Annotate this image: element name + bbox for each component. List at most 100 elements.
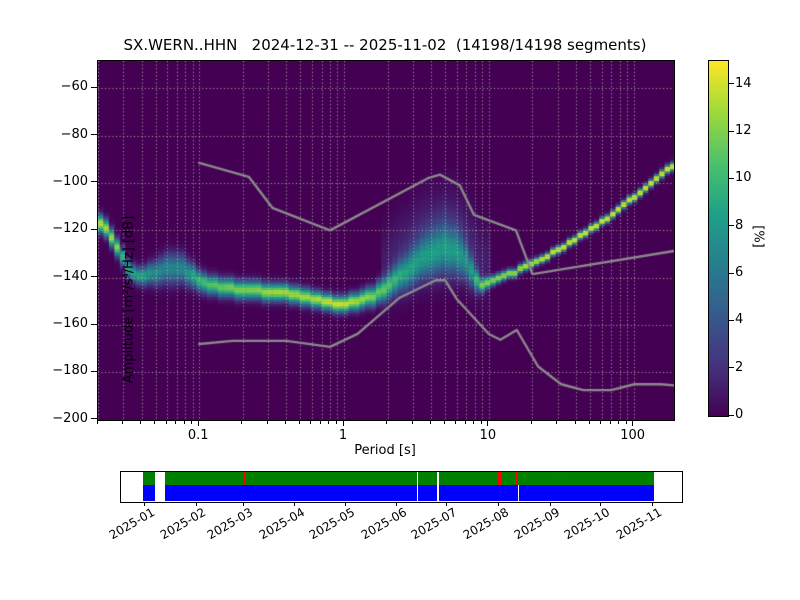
timeline-month-label: 2025-11 bbox=[613, 505, 665, 543]
timeline-tick-mark bbox=[144, 502, 146, 506]
colorbar-tick-mark bbox=[729, 367, 734, 369]
x-minor-tick-mark bbox=[96, 420, 98, 424]
x-tick-mark bbox=[342, 420, 344, 426]
colorbar-tick-label: 8 bbox=[735, 217, 744, 233]
x-minor-tick-mark bbox=[298, 420, 300, 424]
y-tick-mark bbox=[91, 181, 97, 183]
x-minor-tick-mark bbox=[443, 420, 445, 424]
y-tick-label: −60 bbox=[60, 79, 88, 95]
ppsd-heatmap-canvas bbox=[98, 61, 674, 420]
timeline-tick-mark bbox=[396, 502, 398, 506]
x-minor-tick-mark bbox=[386, 420, 388, 424]
timeline-tick-mark bbox=[195, 502, 197, 506]
colorbar-tick-label: 14 bbox=[735, 75, 752, 91]
plot-title: SX.WERN..HHN 2024-12-31 -- 2025-11-02 (1… bbox=[123, 36, 647, 54]
colorbar-tick-label: 12 bbox=[735, 123, 752, 138]
timeline-event-mark bbox=[516, 472, 518, 485]
x-minor-tick-mark bbox=[165, 420, 167, 424]
colorbar-tick-label: 0 bbox=[735, 407, 744, 422]
x-minor-tick-mark bbox=[429, 420, 431, 424]
y-tick-mark bbox=[91, 323, 97, 325]
y-tick-label: −120 bbox=[52, 221, 88, 237]
y-tick-mark bbox=[91, 134, 97, 136]
x-minor-tick-mark bbox=[411, 420, 413, 424]
timeline-month-label: 2025-09 bbox=[512, 505, 563, 543]
timeline-month-label: 2025-08 bbox=[460, 505, 511, 543]
y-tick-label: −80 bbox=[60, 126, 88, 142]
x-minor-tick-mark bbox=[310, 420, 312, 424]
colorbar-tick-label: 2 bbox=[735, 359, 744, 375]
x-minor-tick-mark bbox=[574, 420, 576, 424]
timeline-month-label: 2025-01 bbox=[106, 505, 157, 543]
x-minor-tick-mark bbox=[284, 420, 286, 424]
timeline-gap bbox=[416, 472, 419, 501]
timeline-month-label: 2025-02 bbox=[158, 505, 209, 543]
colorbar-tick-mark bbox=[729, 130, 734, 132]
x-tick-mark bbox=[632, 420, 634, 426]
colorbar-tick-mark bbox=[729, 272, 734, 274]
y-tick-mark bbox=[91, 228, 97, 230]
y-axis-label: Amplitude [m²/s⁴/Hz] [dB] bbox=[121, 215, 137, 384]
x-minor-tick-mark bbox=[241, 420, 243, 424]
x-minor-tick-mark bbox=[320, 420, 322, 424]
colorbar-label: [%] bbox=[750, 225, 766, 248]
timeline-bottom-bar bbox=[143, 484, 654, 501]
timeline-tick-mark bbox=[446, 502, 448, 506]
x-minor-tick-mark bbox=[121, 420, 123, 424]
timeline-event-mark bbox=[562, 472, 565, 485]
timeline-event-mark bbox=[512, 472, 514, 485]
timeline-bottom-gap bbox=[517, 484, 520, 501]
x-minor-tick-mark bbox=[464, 420, 466, 424]
y-tick-label: −100 bbox=[52, 173, 88, 189]
x-tick-label: 0.1 bbox=[187, 428, 209, 443]
x-minor-tick-mark bbox=[473, 420, 475, 424]
y-tick-label: −140 bbox=[52, 268, 88, 284]
x-minor-tick-mark bbox=[183, 420, 185, 424]
y-tick-mark bbox=[91, 276, 97, 278]
x-minor-tick-mark bbox=[266, 420, 268, 424]
y-tick-mark bbox=[91, 370, 97, 372]
timeline-tick-mark bbox=[344, 502, 346, 506]
timeline-top-bar bbox=[143, 472, 654, 485]
y-tick-label: −200 bbox=[52, 410, 88, 426]
timeline-tick-mark bbox=[549, 502, 551, 506]
x-minor-tick-mark bbox=[175, 420, 177, 424]
timeline-gap bbox=[155, 472, 166, 501]
y-tick-label: −180 bbox=[52, 363, 88, 379]
y-tick-mark bbox=[91, 86, 97, 88]
colorbar-tick-mark bbox=[729, 177, 734, 179]
timeline-month-label: 2025-04 bbox=[256, 505, 307, 543]
timeline-month-label: 2025-06 bbox=[358, 505, 409, 543]
timeline-tick-mark bbox=[294, 502, 296, 506]
x-tick-label: 100 bbox=[620, 428, 646, 443]
y-tick-mark bbox=[91, 418, 97, 420]
x-minor-tick-mark bbox=[335, 420, 337, 424]
colorbar-tick-mark bbox=[729, 414, 734, 416]
timeline-event-mark bbox=[497, 472, 501, 485]
x-minor-tick-mark bbox=[625, 420, 627, 424]
timeline-event-mark bbox=[244, 472, 246, 485]
timeline-month-label: 2025-05 bbox=[306, 505, 358, 543]
x-minor-tick-mark bbox=[556, 420, 558, 424]
ppsd-heatmap-axes: Amplitude [m²/s⁴/Hz] [dB] bbox=[97, 60, 675, 421]
timeline-month-label: 2025-07 bbox=[408, 505, 459, 543]
timeline-month-label: 2025-10 bbox=[562, 505, 613, 543]
timeline-tick-mark bbox=[242, 502, 244, 506]
colorbar-tick-mark bbox=[729, 319, 734, 321]
colorbar-tick-mark bbox=[729, 225, 734, 227]
x-minor-tick-mark bbox=[140, 420, 142, 424]
x-minor-tick-mark bbox=[154, 420, 156, 424]
colorbar-canvas bbox=[709, 61, 728, 416]
x-minor-tick-mark bbox=[455, 420, 457, 424]
x-axis-label: Period [s] bbox=[354, 443, 416, 458]
x-tick-mark bbox=[197, 420, 199, 426]
x-tick-label: 10 bbox=[479, 428, 497, 443]
timeline-tick-mark bbox=[651, 502, 653, 506]
timeline-month-label: 2025-03 bbox=[204, 505, 256, 543]
timeline-tick-mark bbox=[600, 502, 602, 506]
x-minor-tick-mark bbox=[530, 420, 532, 424]
colorbar-tick-label: 6 bbox=[735, 265, 744, 280]
x-tick-mark bbox=[487, 420, 489, 426]
timeline-tick-mark bbox=[498, 502, 500, 506]
x-minor-tick-mark bbox=[609, 420, 611, 424]
